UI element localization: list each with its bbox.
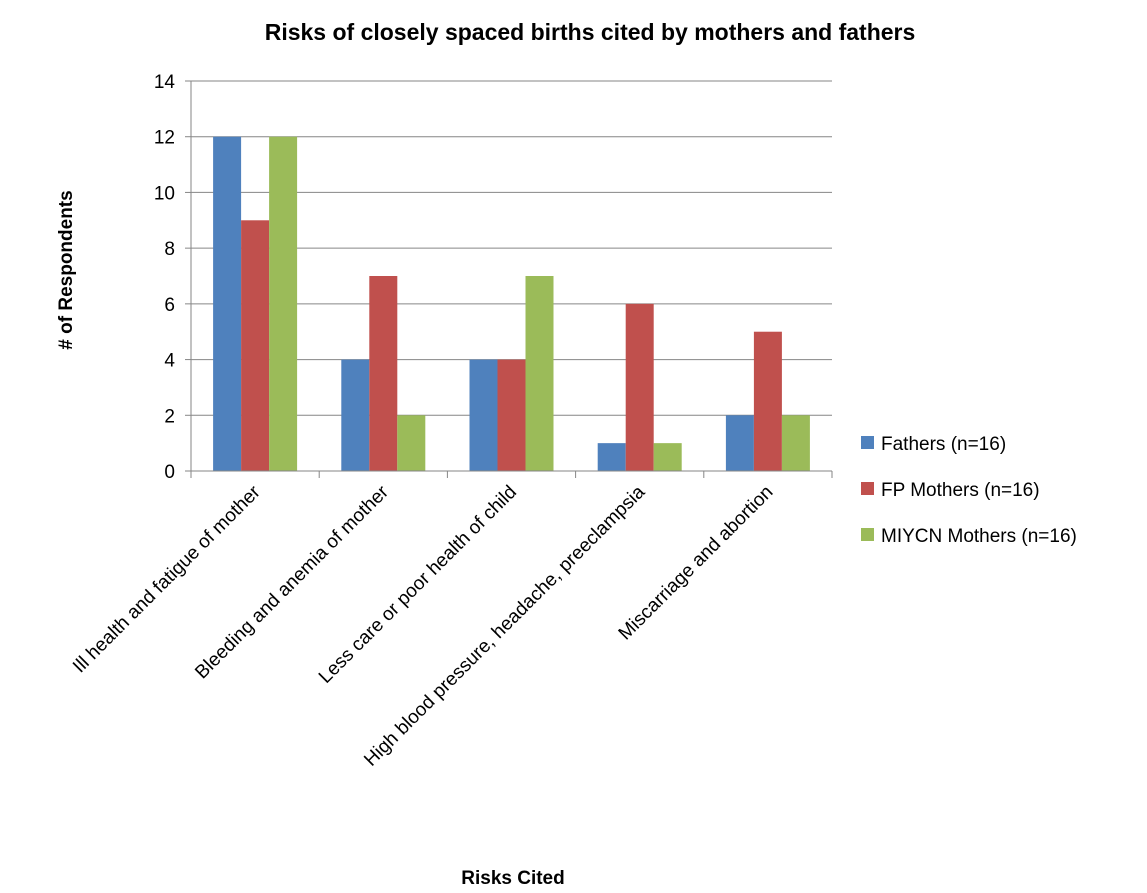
bar [725,415,754,471]
axes [185,80,833,478]
bar [781,415,810,471]
bars [213,136,810,471]
bar [241,220,270,471]
legend: Fathers (n=16) FP Mothers (n=16) MIYCN Mot… [861,434,1077,547]
y-tick-label: 10 [154,183,175,204]
y-tick-label: 8 [164,239,175,260]
y-tick-label: 4 [164,351,175,372]
y-tick-label: 0 [164,462,175,483]
gridlines [191,80,832,416]
bar [213,136,242,471]
bar [369,276,398,471]
bar [269,136,298,471]
bar [469,359,498,471]
legend-label: Fathers (n=16) [881,434,1006,455]
bar [525,276,554,471]
y-tick-labels: 0 2 4 6 8 10 12 14 [154,72,176,483]
bar [653,443,682,471]
legend-swatch [861,482,874,495]
bar [597,443,626,471]
y-axis-title: # of Respondents [56,190,77,349]
bar [753,331,782,471]
legend-label: MIYCN Mothers (n=16) [881,526,1077,547]
x-category-label: High blood pressure, headache, preeclamp… [360,481,649,770]
x-category-labels: Ill health and fatigue of motherBleeding… [69,481,777,770]
legend-swatch [861,528,874,541]
x-axis-title: Risks Cited [461,868,564,889]
chart-title: Risks of closely spaced births cited by … [265,19,916,45]
y-tick-label: 14 [154,72,176,93]
bar [397,415,426,471]
bar [625,303,654,471]
y-tick-label: 6 [164,295,175,316]
y-tick-label: 12 [154,128,175,149]
bar [341,359,370,471]
legend-label: FP Mothers (n=16) [881,480,1040,501]
bar [497,359,526,471]
legend-swatch [861,436,874,449]
y-tick-label: 2 [164,406,175,427]
